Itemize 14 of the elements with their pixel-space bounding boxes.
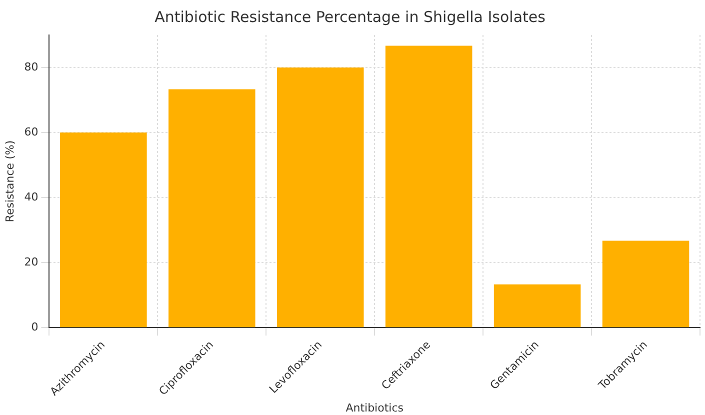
bar (60, 132, 147, 328)
y-tick-label: 80 (24, 60, 38, 74)
y-tick-label: 20 (24, 255, 38, 268)
y-tick-label: 40 (24, 190, 38, 204)
y-tick-label: 60 (24, 125, 38, 138)
y-tick-label: 0 (31, 320, 38, 334)
bar (276, 68, 364, 328)
bar (385, 46, 472, 328)
y-axis-title: Resistance (%) (3, 140, 16, 222)
bar (168, 89, 256, 328)
chart-title: Antibiotic Resistance Percentage in Shigella Isolates (154, 8, 546, 26)
x-axis-title: Antibiotics (346, 401, 404, 414)
bar (602, 240, 690, 328)
bar (494, 284, 581, 328)
